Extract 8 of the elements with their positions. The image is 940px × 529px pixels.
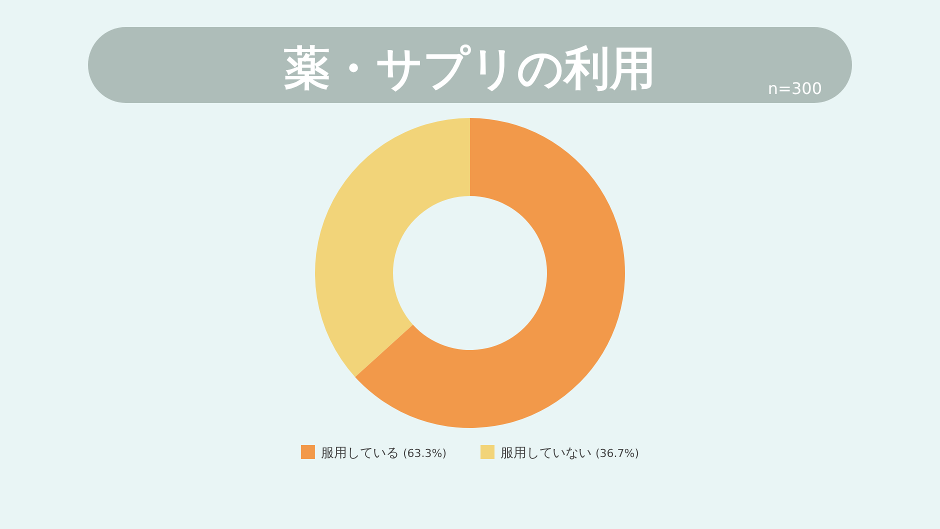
- legend-label: 服用していない: [500, 446, 592, 461]
- text: n=300: [768, 79, 822, 98]
- donut-slice: [315, 118, 470, 377]
- legend-label: 服用している: [320, 446, 399, 461]
- data-label: (36.7%): [596, 447, 640, 460]
- donut-slice: [355, 118, 625, 428]
- data-label: (63.3%): [402, 447, 446, 460]
- chart-title: 薬・サプリの利用: [284, 41, 656, 95]
